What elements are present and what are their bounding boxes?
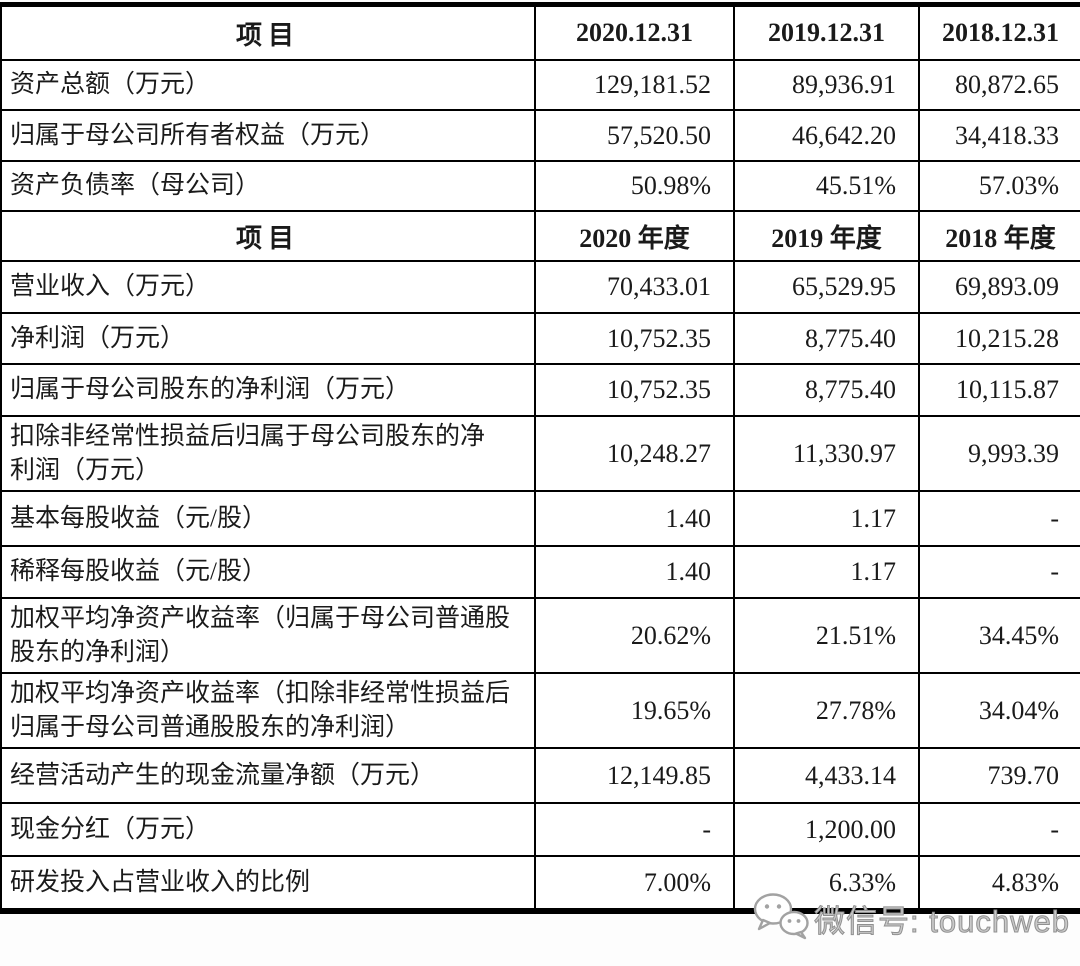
value-2020: 57,520.50 (534, 109, 735, 162)
value-2019: 45.51% (733, 160, 920, 212)
value-2020: - (534, 802, 735, 857)
value-2018: 34.04% (918, 672, 1080, 749)
row-label: 现金分红（万元） (0, 802, 536, 857)
value-2020: 1.40 (534, 545, 735, 599)
value-2018: 34,418.33 (918, 109, 1080, 162)
row-label: 归属于母公司所有者权益（万元） (0, 109, 536, 162)
financial-summary-table: 项目 2020.12.31 2019.12.31 2018.12.31 资产总额… (0, 7, 1080, 908)
value-2019: 4,433.14 (733, 747, 920, 804)
value-2019: 1,200.00 (733, 802, 920, 857)
table-bottom-double-rule (0, 908, 1080, 914)
row-label: 研发投入占营业收入的比例 (0, 855, 536, 908)
table-row-basic-eps: 基本每股收益（元/股） 1.40 1.17 - (0, 490, 1080, 547)
value-2019: 27.78% (733, 672, 920, 749)
value-2018: 69,893.09 (918, 260, 1080, 314)
table-row-total-assets: 资产总额（万元） 129,181.52 89,936.91 80,872.65 (0, 59, 1080, 111)
value-2018: 80,872.65 (918, 59, 1080, 111)
value-2019: 1.17 (733, 545, 920, 599)
table-row-diluted-eps: 稀释每股收益（元/股） 1.40 1.17 - (0, 545, 1080, 599)
table-row-cash-dividend: 现金分红（万元） - 1,200.00 - (0, 802, 1080, 857)
table-row-net-profit-parent: 归属于母公司股东的净利润（万元） 10,752.35 8,775.40 10,1… (0, 363, 1080, 417)
value-2018: 4.83% (918, 855, 1080, 908)
value-2019: 1.17 (733, 490, 920, 547)
value-2020: 10,752.35 (534, 363, 735, 417)
col-header-2020-12-31: 2020.12.31 (534, 7, 735, 61)
value-2018: 9,993.39 (918, 415, 1080, 492)
value-2018: - (918, 490, 1080, 547)
row-label: 净利润（万元） (0, 312, 536, 365)
row-label: 资产负债率（母公司） (0, 160, 536, 212)
value-2020: 129,181.52 (534, 59, 735, 111)
value-2019: 8,775.40 (733, 363, 920, 417)
watermark-text: 微信号: touchweb (814, 904, 1070, 940)
table-row-net-profit-deducted: 扣除非经常性损益后归属于母公司股东的净 利润（万元） 10,248.27 11,… (0, 415, 1080, 492)
col-header-2018-12-31: 2018.12.31 (918, 7, 1080, 61)
value-2019: 46,642.20 (733, 109, 920, 162)
value-2018: 10,215.28 (918, 312, 1080, 365)
row-label: 扣除非经常性损益后归属于母公司股东的净 利润（万元） (0, 415, 536, 492)
wechat-icon (752, 891, 810, 946)
row-label: 经营活动产生的现金流量净额（万元） (0, 747, 536, 804)
value-2020: 10,752.35 (534, 312, 735, 365)
table-top-double-rule (0, 2, 1080, 7)
col-header-2019-12-31: 2019.12.31 (733, 7, 920, 61)
balance-header-row: 项目 2020.12.31 2019.12.31 2018.12.31 (0, 7, 1080, 61)
value-2020: 20.62% (534, 597, 735, 674)
value-2020: 50.98% (534, 160, 735, 212)
value-2020: 12,149.85 (534, 747, 735, 804)
item-column-header: 项目 (0, 210, 536, 262)
value-2018: - (918, 545, 1080, 599)
table-row-net-profit: 净利润（万元） 10,752.35 8,775.40 10,215.28 (0, 312, 1080, 365)
row-label: 归属于母公司股东的净利润（万元） (0, 363, 536, 417)
col-header-2018-fy: 2018 年度 (918, 210, 1080, 262)
value-2018: 739.70 (918, 747, 1080, 804)
table-row-parent-equity: 归属于母公司所有者权益（万元） 57,520.50 46,642.20 34,4… (0, 109, 1080, 162)
value-2018: 10,115.87 (918, 363, 1080, 417)
row-label: 基本每股收益（元/股） (0, 490, 536, 547)
table-row-rd-ratio: 研发投入占营业收入的比例 7.00% 6.33% 4.83% (0, 855, 1080, 908)
col-header-2019-fy: 2019 年度 (733, 210, 920, 262)
table-row-operating-cash-flow: 经营活动产生的现金流量净额（万元） 12,149.85 4,433.14 739… (0, 747, 1080, 804)
table-row-revenue: 营业收入（万元） 70,433.01 65,529.95 69,893.09 (0, 260, 1080, 314)
value-2019: 8,775.40 (733, 312, 920, 365)
table-row-weighted-roe-deducted: 加权平均净资产收益率（扣除非经常性损益后 归属于母公司普通股股东的净利润） 19… (0, 672, 1080, 749)
value-2020: 10,248.27 (534, 415, 735, 492)
value-2020: 19.65% (534, 672, 735, 749)
value-2018: 34.45% (918, 597, 1080, 674)
row-label: 加权平均净资产收益率（归属于母公司普通股 股东的净利润） (0, 597, 536, 674)
value-2020: 1.40 (534, 490, 735, 547)
value-2019: 11,330.97 (733, 415, 920, 492)
table-row-debt-ratio: 资产负债率（母公司） 50.98% 45.51% 57.03% (0, 160, 1080, 212)
row-label: 营业收入（万元） (0, 260, 536, 314)
table-row-weighted-roe: 加权平均净资产收益率（归属于母公司普通股 股东的净利润） 20.62% 21.5… (0, 597, 1080, 674)
value-2018: - (918, 802, 1080, 857)
value-2019: 65,529.95 (733, 260, 920, 314)
wechat-watermark: 微信号: touchweb (752, 891, 1070, 946)
row-label: 稀释每股收益（元/股） (0, 545, 536, 599)
value-2018: 57.03% (918, 160, 1080, 212)
row-label: 资产总额（万元） (0, 59, 536, 111)
col-header-2020-fy: 2020 年度 (534, 210, 735, 262)
value-2019: 89,936.91 (733, 59, 920, 111)
income-header-row: 项目 2020 年度 2019 年度 2018 年度 (0, 210, 1080, 262)
value-2020: 70,433.01 (534, 260, 735, 314)
value-2019: 21.51% (733, 597, 920, 674)
row-label: 加权平均净资产收益率（扣除非经常性损益后 归属于母公司普通股股东的净利润） (0, 672, 536, 749)
item-column-header: 项目 (0, 7, 536, 61)
value-2020: 7.00% (534, 855, 735, 908)
